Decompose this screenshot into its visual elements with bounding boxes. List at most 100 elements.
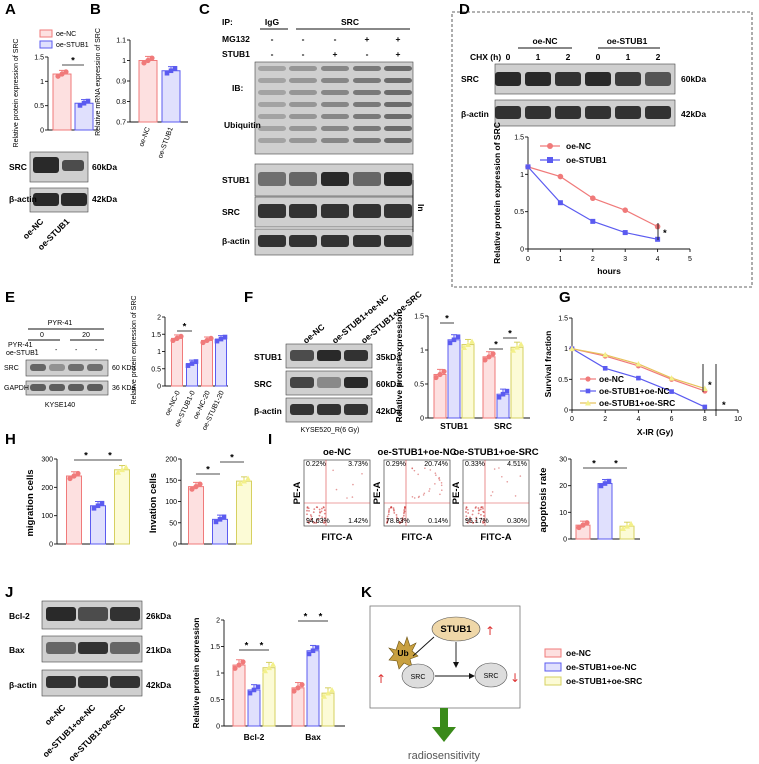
blot-membrane: [25, 359, 109, 377]
blot-kda-label: 21kDa: [146, 645, 171, 655]
legend-label: oe-NC: [56, 31, 76, 38]
panel-letter-a: A: [5, 1, 16, 18]
blot-kda-label: 42kDa: [681, 109, 706, 119]
y-tick-label: 0: [40, 128, 44, 135]
data-point: [329, 686, 335, 693]
line-point: [668, 375, 675, 381]
y-tick-label: 0: [157, 384, 161, 391]
blot-band: [317, 404, 341, 415]
data-point: [178, 333, 184, 339]
flow-event: [332, 469, 334, 472]
group-label: oe-NC: [532, 36, 557, 46]
sign: -: [55, 347, 58, 354]
data-point: [518, 341, 524, 347]
blot-band: [585, 72, 611, 86]
ub-label: Ub: [397, 648, 408, 658]
y-tick-label: 1.5: [210, 644, 220, 651]
flow-event: [465, 511, 467, 513]
series-line: [571, 348, 705, 390]
blot-band: [78, 642, 108, 654]
flow-event: [323, 512, 326, 515]
flow-event: [493, 468, 496, 470]
y-tick-label: 0: [564, 408, 568, 415]
ubiquitin-smear: [321, 138, 349, 143]
arrow-head: [469, 673, 475, 679]
flow-plot: [462, 459, 530, 527]
blot-row-label: GAPDH: [4, 385, 29, 392]
data-point: [232, 665, 238, 671]
bar: [236, 480, 252, 545]
bar: [232, 664, 246, 727]
blot-row-label: STUB1: [254, 352, 282, 362]
flow-event: [401, 521, 403, 524]
blot-row-label: SRC: [4, 365, 19, 372]
data-point: [75, 470, 81, 477]
blot-band: [289, 204, 317, 218]
significance-star: *: [592, 459, 596, 470]
data-point: [469, 338, 475, 344]
flow-event: [440, 484, 443, 487]
flow-event: [316, 518, 318, 521]
data-point: [624, 523, 630, 529]
y-tick-label: 1: [122, 58, 126, 65]
mg132-sign: -: [302, 34, 305, 44]
flow-event: [309, 514, 312, 516]
flow-event: [315, 521, 318, 524]
blot-band: [495, 72, 521, 86]
data-point: [255, 684, 261, 690]
dose-label: 20: [82, 332, 90, 339]
sign: -: [35, 347, 38, 354]
time-label: 2: [566, 52, 571, 62]
blot-row-label: SRC: [222, 207, 240, 217]
ubiquitin-smear: [353, 66, 381, 71]
quadrant-value: 95.17%: [465, 518, 489, 525]
flow-event: [313, 522, 315, 524]
blot-band: [46, 607, 76, 621]
y-tick-label: 300: [41, 457, 53, 464]
green-arrow-shaft: [440, 708, 448, 730]
time-label: 0: [596, 52, 601, 62]
significance-star: *: [84, 451, 88, 462]
flow-event: [465, 506, 468, 509]
flow-event: [417, 473, 419, 476]
data-point: [514, 344, 520, 350]
data-point: [119, 466, 125, 473]
flow-event: [468, 520, 471, 523]
dashed-frame: [451, 11, 753, 288]
flow-event: [440, 482, 443, 484]
data-point: [123, 464, 129, 470]
data-point: [217, 517, 223, 522]
lane-label: oe-STUB1: [157, 126, 175, 159]
x-tick-label: 4: [656, 256, 660, 263]
flow-event: [323, 520, 326, 522]
flow-event: [474, 519, 477, 522]
legend-swatch: [544, 662, 562, 672]
data-point: [208, 335, 214, 341]
flow-event: [438, 479, 441, 481]
blot-band: [30, 384, 46, 391]
flow-event: [475, 506, 477, 508]
data-point: [149, 55, 155, 61]
up-arrow-icon: ↑: [376, 672, 386, 686]
pyr-label: PYR-41: [48, 320, 73, 327]
line-point: [622, 230, 628, 236]
data-point: [241, 478, 247, 484]
data-point: [504, 388, 510, 394]
flow-event: [306, 506, 309, 508]
panel-letter-d: D: [459, 1, 470, 18]
legend-label: oe-STUB1: [566, 155, 607, 165]
blot-band: [289, 235, 317, 247]
data-point: [321, 693, 327, 699]
significance-star: *: [494, 340, 498, 351]
data-point: [310, 648, 316, 654]
lane-label: oe-NC: [301, 322, 327, 346]
line-point: [590, 195, 596, 202]
data-point: [77, 103, 83, 108]
flow-event: [424, 467, 426, 469]
data-point: [85, 98, 91, 104]
flow-event: [472, 510, 474, 512]
line-point: [590, 218, 596, 224]
flow-event: [310, 517, 313, 520]
legend-swatch: [544, 648, 562, 658]
ubiquitin-smear: [321, 114, 349, 119]
